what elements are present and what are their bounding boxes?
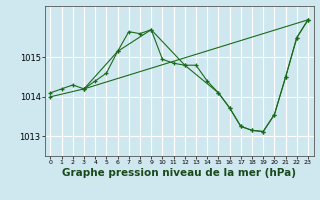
X-axis label: Graphe pression niveau de la mer (hPa): Graphe pression niveau de la mer (hPa) — [62, 168, 296, 178]
